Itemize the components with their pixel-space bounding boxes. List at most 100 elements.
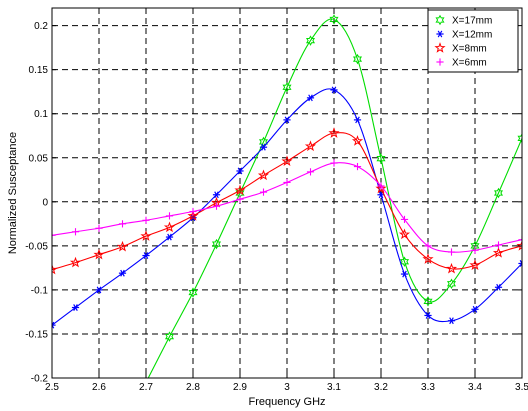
data-point: [398, 228, 411, 240]
marker-shape: [469, 259, 481, 270]
marker-shape: [422, 253, 434, 264]
data-point: [257, 169, 270, 181]
x-tick-label: 3.5: [515, 382, 528, 393]
data-point: [353, 116, 362, 124]
data-point: [493, 187, 504, 199]
data-point: [305, 35, 316, 46]
marker-stroke: [143, 252, 149, 259]
marker-shape: [140, 230, 152, 241]
series-layer: [52, 14, 522, 378]
data-point: [71, 228, 80, 236]
y-axis-label: Normalized Susceptance: [7, 132, 19, 254]
data-point: [377, 191, 385, 199]
data-point: [259, 188, 268, 196]
legend-label: X=12mm: [452, 30, 492, 41]
marker-shape: [493, 187, 504, 199]
data-point: [118, 220, 127, 228]
data-point: [422, 253, 434, 264]
marker-shape: [446, 278, 457, 289]
x-tick-label: 3.2: [374, 382, 388, 393]
y-tick-label: -0.15: [25, 329, 48, 340]
series-2: [52, 127, 522, 275]
marker-shape: [329, 14, 339, 25]
marker-shape: [163, 221, 176, 233]
marker-shape: [282, 82, 292, 93]
marker-stroke: [214, 191, 219, 199]
legend: X=17mm X=12mm X=8mm X=6mm: [427, 9, 519, 73]
series-1: [52, 86, 522, 329]
x-tick-label: 2.6: [92, 382, 106, 393]
marker-stroke: [355, 116, 360, 124]
data-point: [518, 260, 522, 267]
data-point: [517, 133, 522, 144]
data-point: [399, 256, 410, 267]
data-point: [494, 241, 503, 249]
x-tick-label: 3.1: [327, 382, 341, 393]
data-point: [236, 167, 244, 175]
x-tick-label: 2.9: [233, 382, 247, 393]
data-point: [187, 210, 199, 221]
marker-stroke: [449, 317, 454, 325]
series-3: [52, 159, 522, 256]
y-tick-label: 0.15: [29, 65, 49, 76]
data-point: [52, 321, 56, 329]
data-point: [259, 143, 268, 151]
legend-marker: [435, 14, 445, 26]
marker-stroke: [120, 269, 125, 277]
data-point: [165, 212, 174, 220]
legend-label: X=8mm: [452, 44, 487, 55]
legend-marker: [434, 42, 446, 53]
data-point: [212, 202, 221, 210]
marker-stroke: [496, 283, 501, 291]
y-tick-label: 0.1: [34, 109, 48, 120]
data-point: [353, 162, 362, 171]
data-point: [236, 195, 244, 203]
marker-shape: [52, 263, 58, 275]
marker-shape: [516, 239, 522, 251]
data-point: [142, 216, 150, 224]
legend-entry: X=8mm: [434, 42, 487, 55]
data-point: [95, 224, 103, 232]
marker-shape: [305, 35, 316, 46]
axis-ticks: 2.5 2.6 2.7 2.8 2.9 3 3.1 3.2 3.3 3.4 3.5 -0.2 -0.15…: [25, 8, 528, 393]
data-point: [165, 233, 174, 241]
data-point: [330, 86, 338, 94]
data-point: [445, 262, 458, 274]
y-tick-label: -0.1: [31, 285, 49, 296]
x-tick-label: 2.7: [139, 382, 153, 393]
data-point: [469, 259, 481, 270]
x-tick-label: 3.4: [468, 382, 482, 393]
data-point: [93, 248, 105, 260]
legend-entry: X=6mm: [436, 58, 487, 69]
y-tick-label: -0.05: [25, 241, 48, 252]
legend-entry: X=17mm: [435, 14, 492, 27]
marker-shape: [375, 182, 387, 194]
y-tick-label: -0.2: [31, 374, 49, 385]
marker-shape: [398, 228, 411, 240]
data-point: [304, 140, 317, 152]
marker-stroke: [73, 304, 78, 311]
marker-shape: [517, 133, 522, 144]
marker-stroke: [52, 323, 55, 329]
marker-stroke: [437, 30, 443, 38]
data-point: [283, 178, 291, 187]
marker-stroke: [425, 312, 431, 319]
data-point: [71, 304, 80, 311]
marker-shape: [234, 184, 246, 196]
data-point: [306, 168, 315, 176]
marker-stroke: [167, 233, 172, 241]
legend-marker: [436, 30, 444, 38]
data-point: [377, 182, 385, 190]
marker-stroke: [52, 321, 55, 327]
marker-shape: [399, 256, 410, 267]
marker-stroke: [519, 260, 522, 265]
data-point: [211, 238, 222, 250]
marker-shape: [492, 247, 505, 258]
data-point: [518, 236, 522, 244]
data-point: [446, 278, 457, 289]
data-point: [494, 283, 503, 291]
data-point: [52, 231, 56, 239]
marker-shape: [376, 153, 386, 164]
marker-stroke: [331, 86, 337, 94]
marker-shape: [352, 53, 363, 65]
